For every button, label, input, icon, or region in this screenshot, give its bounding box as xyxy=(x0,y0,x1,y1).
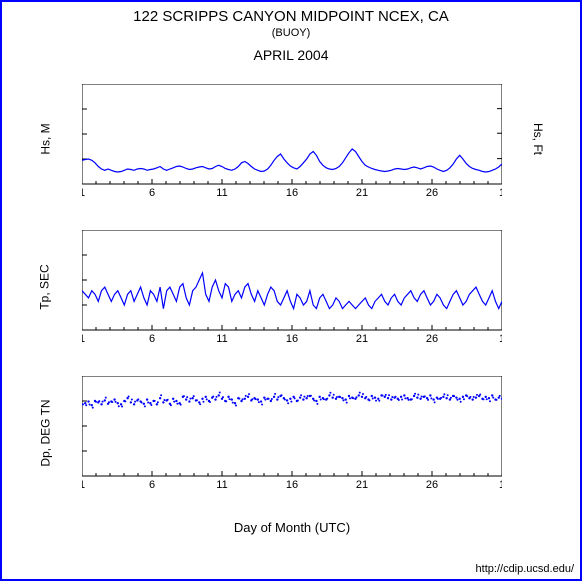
svg-text:1: 1 xyxy=(499,187,502,198)
title-month: APRIL 2004 xyxy=(2,47,580,63)
chart-dp: 09018027036016111621261 xyxy=(82,376,502,490)
svg-text:26: 26 xyxy=(426,333,438,344)
svg-text:11: 11 xyxy=(216,333,227,344)
svg-text:16: 16 xyxy=(286,333,298,344)
svg-text:21: 21 xyxy=(356,479,368,490)
chart-frame: 122 SCRIPPS CANYON MIDPOINT NCEX, CA (BU… xyxy=(0,0,582,581)
ylabel-dp: Dp, DEG TN xyxy=(39,399,53,466)
ylabel-hs-right: Hs, Ft xyxy=(531,123,545,155)
svg-text:1: 1 xyxy=(82,333,85,344)
svg-text:16: 16 xyxy=(286,479,298,490)
svg-text:21: 21 xyxy=(356,333,368,344)
svg-text:16: 16 xyxy=(286,187,298,198)
svg-text:6: 6 xyxy=(149,479,155,490)
title-main: 122 SCRIPPS CANYON MIDPOINT NCEX, CA xyxy=(2,8,580,25)
svg-text:21: 21 xyxy=(356,187,368,198)
svg-text:1: 1 xyxy=(82,479,85,490)
svg-text:26: 26 xyxy=(426,187,438,198)
svg-text:6: 6 xyxy=(149,333,155,344)
svg-text:1: 1 xyxy=(499,333,502,344)
xlabel: Day of Month (UTC) xyxy=(192,520,392,535)
ylabel-tp: Tp, SEC xyxy=(38,264,52,309)
svg-text:11: 11 xyxy=(216,187,227,198)
svg-text:1: 1 xyxy=(82,187,85,198)
footer-url: http://cdip.ucsd.edu/ xyxy=(476,563,574,575)
svg-text:6: 6 xyxy=(149,187,155,198)
svg-text:11: 11 xyxy=(216,479,227,490)
svg-text:1: 1 xyxy=(499,479,502,490)
title-sub: (BUOY) xyxy=(2,27,580,39)
chart-hs: 012343.36.69.81316111621261 xyxy=(82,84,502,198)
chart-tp: 0714212816111621261 xyxy=(82,230,502,344)
svg-text:26: 26 xyxy=(426,479,438,490)
ylabel-hs-left: Hs, M xyxy=(39,123,53,154)
